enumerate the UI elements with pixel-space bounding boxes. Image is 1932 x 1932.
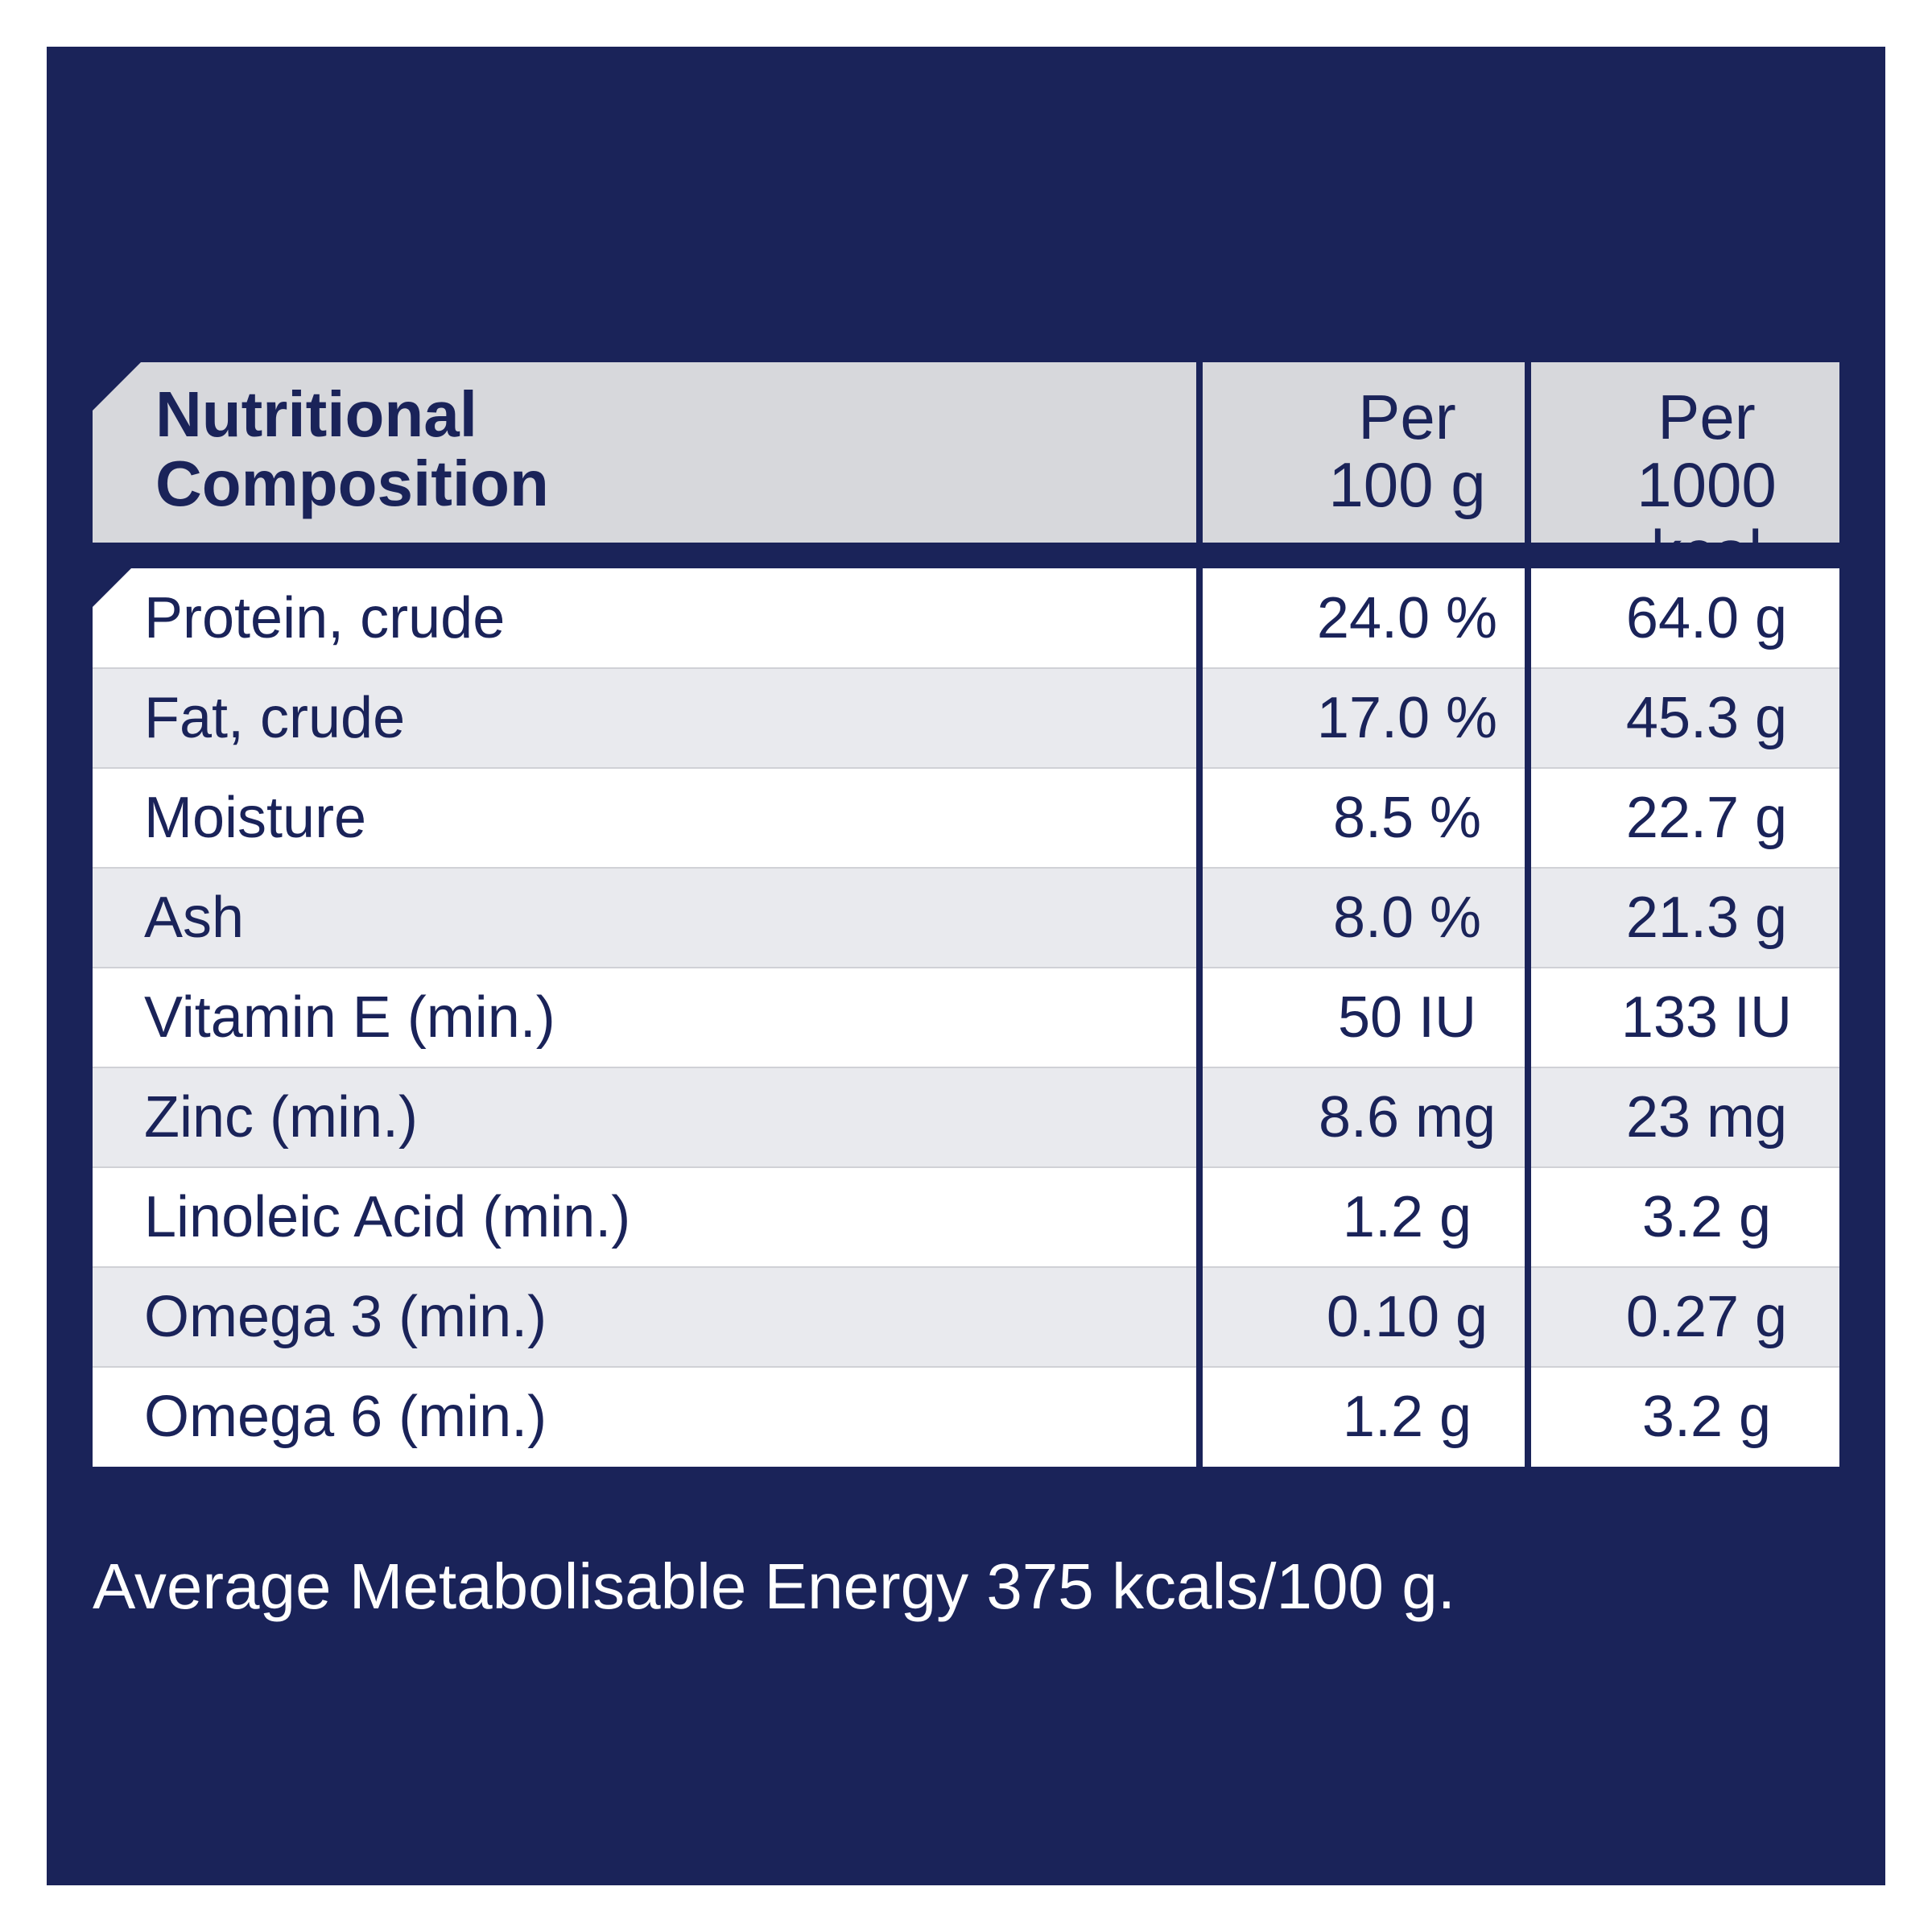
table-row: Vitamin E (min.) 50 IU 133 IU [93, 968, 1839, 1067]
value-per-100g: 0.10 g [1326, 1285, 1488, 1349]
table-row: Zinc (min.) 8.6 mg 23 mg [93, 1067, 1839, 1167]
table-row: Moisture 8.5 % 22.7 g [93, 768, 1839, 868]
header-per-1000kcal: Per 1000 kcal [1574, 362, 1839, 543]
background-panel: Nutritional Composition Per 100 g Per 10… [47, 47, 1885, 1885]
table-row: Fat, crude 17.0 % 45.3 g [93, 668, 1839, 768]
value-per-1000kcal: 22.7 g [1625, 786, 1788, 850]
value-per-100g: 24.0 % [1316, 586, 1498, 650]
nutrient-name: Linoleic Acid (min.) [144, 1185, 631, 1249]
value-per-1000kcal: 64.0 g [1625, 586, 1788, 650]
value-per-1000kcal: 45.3 g [1625, 686, 1788, 750]
nutrient-name: Omega 3 (min.) [144, 1285, 547, 1349]
header-title-line1: Nutritional [155, 378, 477, 450]
nutrient-name: Vitamin E (min.) [144, 985, 555, 1050]
row-divider [93, 967, 1839, 968]
nutrient-name: Omega 6 (min.) [144, 1385, 547, 1449]
value-per-1000kcal: 3.2 g [1641, 1385, 1772, 1449]
value-per-100g: 8.0 % [1332, 886, 1482, 950]
table-body: Protein, crude 24.0 % 64.0 g Fat, crude … [93, 568, 1839, 1567]
row-divider [93, 1166, 1839, 1168]
nutrient-name: Zinc (min.) [144, 1085, 418, 1150]
value-per-1000kcal: 23 mg [1625, 1085, 1788, 1150]
nutrient-name: Ash [144, 886, 245, 950]
nutrient-name: Fat, crude [144, 686, 406, 750]
header-col3-line2: 1000 kcal [1637, 449, 1777, 588]
table-row: Omega 3 (min.) 0.10 g 0.27 g [93, 1267, 1839, 1367]
header-col2-line1: Per [1358, 382, 1456, 452]
value-per-1000kcal: 21.3 g [1625, 886, 1788, 950]
row-divider [93, 1366, 1839, 1368]
table-row: Linoleic Acid (min.) 1.2 g 3.2 g [93, 1167, 1839, 1267]
value-per-100g: 8.6 mg [1318, 1085, 1496, 1150]
table-row: Omega 6 (min.) 1.2 g 3.2 g [93, 1367, 1839, 1467]
value-per-100g: 50 IU [1337, 985, 1477, 1050]
nutrient-name: Moisture [144, 786, 367, 850]
value-per-1000kcal: 0.27 g [1625, 1285, 1788, 1349]
value-per-1000kcal: 133 IU [1620, 985, 1793, 1050]
row-divider [93, 1067, 1839, 1068]
table-row: Ash 8.0 % 21.3 g [93, 868, 1839, 968]
header-col3-line1: Per [1657, 382, 1756, 452]
value-per-100g: 8.5 % [1332, 786, 1482, 850]
header-col2-line2: 100 g [1328, 449, 1486, 520]
table-row: Protein, crude 24.0 % 64.0 g [93, 568, 1839, 668]
header-title-line2: Composition [155, 448, 549, 519]
row-divider [93, 767, 1839, 769]
column-divider [1196, 362, 1203, 1567]
row-divider [93, 867, 1839, 869]
metabolisable-energy-note: Average Metabolisable Energy 375 kcals/1… [93, 1550, 1455, 1622]
nutrient-name: Protein, crude [144, 586, 506, 650]
value-per-1000kcal: 3.2 g [1641, 1185, 1772, 1249]
table-header: Nutritional Composition Per 100 g Per 10… [93, 362, 1839, 543]
row-divider [93, 667, 1839, 669]
row-divider [93, 1266, 1839, 1268]
header-per-100g: Per 100 g [1245, 362, 1569, 543]
header-nutritional-composition: Nutritional Composition [155, 362, 1121, 543]
value-per-100g: 17.0 % [1316, 686, 1498, 750]
column-divider [1525, 362, 1531, 1567]
value-per-100g: 1.2 g [1342, 1385, 1472, 1449]
value-per-100g: 1.2 g [1342, 1185, 1472, 1249]
